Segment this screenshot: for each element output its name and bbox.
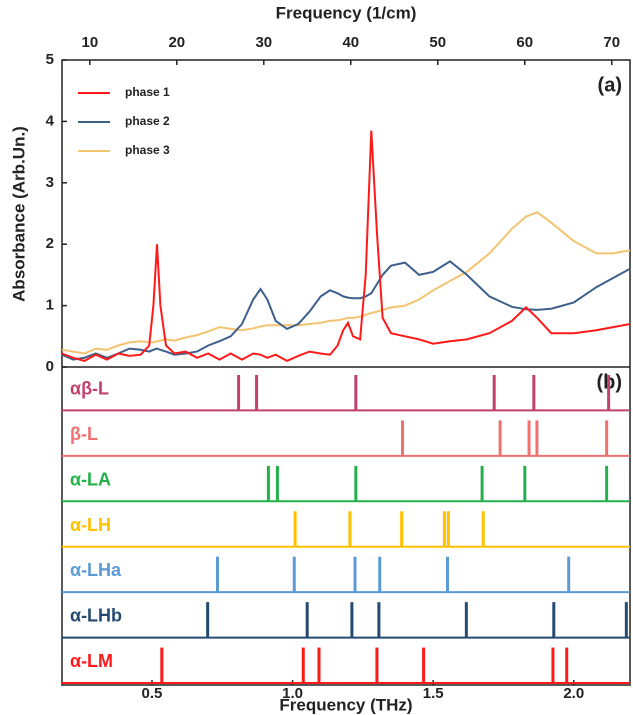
legend-label: phase 2: [125, 114, 170, 128]
x2-tick-label: 40: [342, 34, 359, 51]
mode-label: αβ-L: [70, 378, 109, 398]
top-axis-title: Frequency (1/cm): [276, 3, 417, 22]
x2-tick-label: 70: [603, 34, 620, 51]
x2-tick-label: 50: [429, 34, 446, 51]
y-tick-label: 2: [46, 235, 54, 252]
series-line: [61, 260, 631, 361]
mode-label: α-LA: [70, 469, 111, 489]
series-line: [61, 211, 631, 355]
mode-label: β-L: [70, 424, 98, 444]
mode-label: α-LHb: [70, 606, 122, 626]
y-tick-label: 3: [46, 174, 54, 191]
x-tick-label: 1.0: [282, 685, 303, 702]
panel-label: (a): [598, 74, 622, 96]
y-tick-label: 0: [46, 358, 54, 375]
y-tick-label: 5: [46, 51, 54, 68]
x2-tick-label: 10: [81, 34, 98, 51]
y-axis-title: Absorbance (Arb.Un.): [9, 126, 28, 302]
plot-frame: [61, 59, 631, 686]
x2-tick-label: 30: [255, 34, 272, 51]
mode-label: α-LH: [70, 515, 111, 535]
x2-tick-label: 60: [516, 34, 533, 51]
x-tick-label: 0.5: [142, 685, 163, 702]
legend-label: phase 1: [125, 85, 170, 99]
y-tick-label: 1: [46, 297, 54, 314]
x-tick-label: 1.5: [423, 685, 444, 702]
x-tick-label: 2.0: [563, 685, 584, 702]
legend-label: phase 3: [125, 143, 170, 157]
mode-label: α-LM: [70, 651, 113, 671]
mode-label: α-LHa: [70, 560, 122, 580]
x2-tick-label: 20: [168, 34, 185, 51]
x-axis-title: Frequency (THz): [279, 695, 412, 714]
y-tick-label: 4: [46, 112, 55, 129]
series-line: [61, 130, 631, 363]
